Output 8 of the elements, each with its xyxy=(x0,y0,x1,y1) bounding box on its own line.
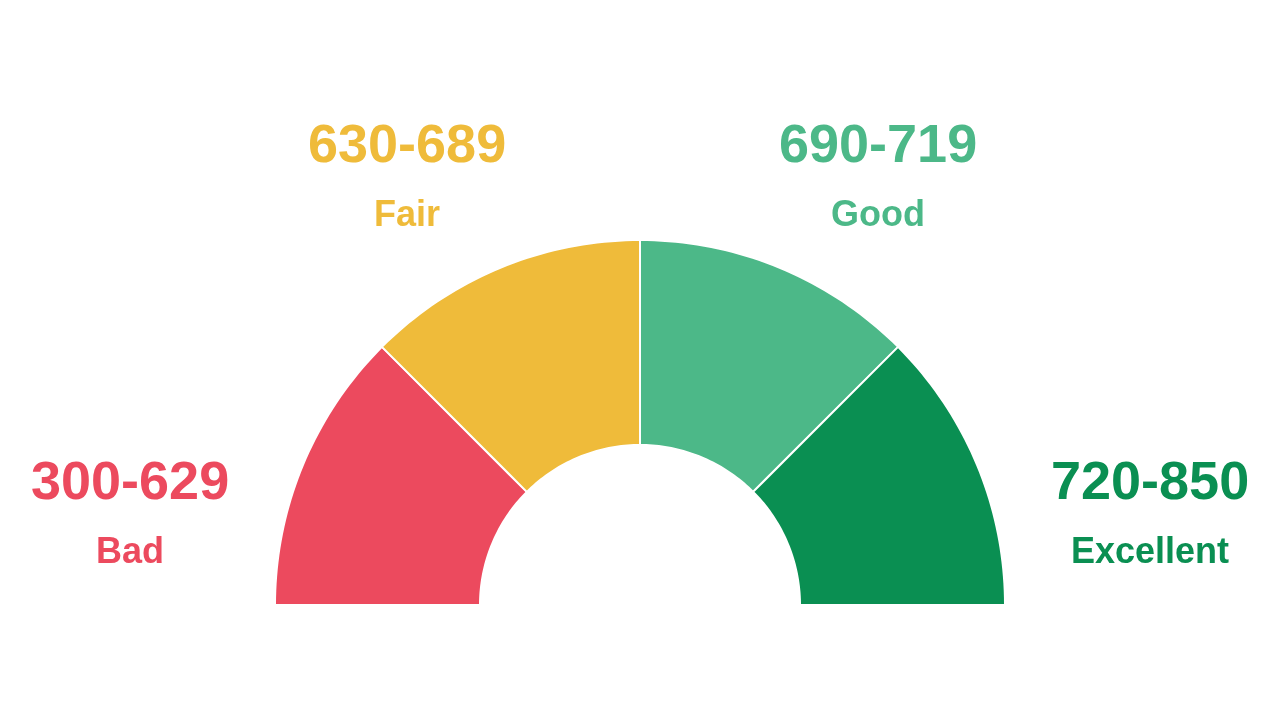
data-label: 300-629 xyxy=(31,450,230,510)
slice-label: Good xyxy=(831,193,925,234)
slice-label: Excellent xyxy=(1071,530,1230,571)
slice-label: Bad xyxy=(96,530,165,571)
slice-label: Fair xyxy=(374,193,441,234)
data-label: 630-689 xyxy=(308,113,507,173)
data-label: 690-719 xyxy=(779,113,978,173)
data-label: 720-850 xyxy=(1051,450,1250,510)
